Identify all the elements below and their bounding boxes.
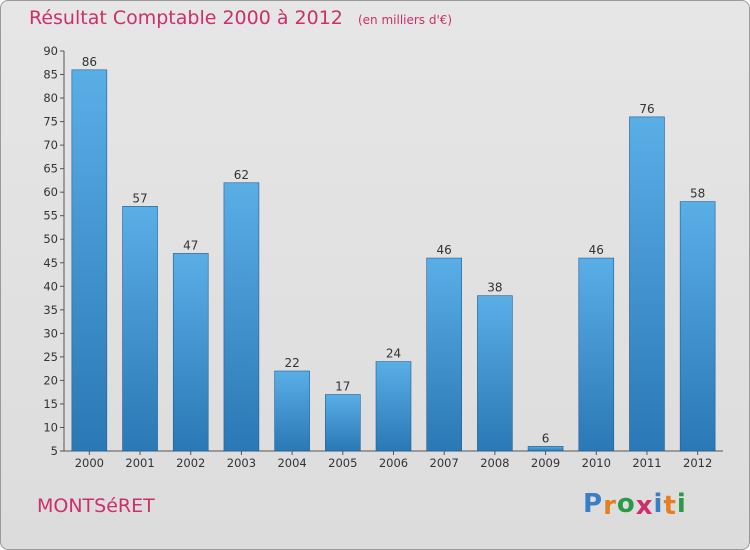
y-tick-label: 90 xyxy=(43,44,58,58)
bar-value-label: 6 xyxy=(542,431,550,445)
y-tick-label: 75 xyxy=(43,115,58,129)
y-tick-label: 70 xyxy=(43,138,58,152)
y-tick-label: 85 xyxy=(43,68,58,82)
bar xyxy=(71,69,108,452)
y-tick-label: 45 xyxy=(43,256,58,270)
x-tick-label: 2005 xyxy=(328,456,357,470)
bar-value-label: 46 xyxy=(589,243,604,257)
bar xyxy=(223,182,260,452)
bar-value-label: 57 xyxy=(132,191,147,205)
x-tick-label: 2011 xyxy=(632,456,661,470)
logo-letter: r xyxy=(603,491,617,521)
bar-value-label: 17 xyxy=(335,380,350,394)
bar xyxy=(679,201,716,452)
y-tick-label: 55 xyxy=(43,209,58,223)
y-tick-label: 35 xyxy=(43,303,58,317)
bar xyxy=(375,361,412,452)
y-tick-label: 60 xyxy=(43,185,58,199)
x-tick-label: 2010 xyxy=(582,456,611,470)
bar-value-label: 47 xyxy=(183,238,198,252)
bar xyxy=(527,445,564,452)
x-tick-label: 2008 xyxy=(480,456,509,470)
logo-letter: i xyxy=(653,489,664,519)
bar xyxy=(578,257,615,452)
y-tick-label: 25 xyxy=(43,350,58,364)
x-tick-label: 2002 xyxy=(176,456,205,470)
y-tick-label: 40 xyxy=(43,279,58,293)
y-tick-label: 20 xyxy=(43,373,58,387)
bar xyxy=(477,295,513,452)
y-tick-label: 50 xyxy=(43,232,58,246)
title-row: Résultat Comptable 2000 à 2012 (en milli… xyxy=(29,7,452,29)
x-tick-label: 2000 xyxy=(75,456,104,470)
bar xyxy=(274,370,310,452)
logo-letter: x xyxy=(635,491,654,521)
logo-letter: P xyxy=(583,489,604,519)
y-tick-label: 10 xyxy=(43,420,58,434)
bar-value-label: 58 xyxy=(690,187,705,201)
logo-letter: i xyxy=(676,489,687,519)
bar xyxy=(629,116,665,452)
x-tick-label: 2007 xyxy=(430,456,459,470)
y-tick-label: 5 xyxy=(51,444,58,458)
chart-subtitle: (en milliers d'€) xyxy=(357,13,453,27)
x-tick-label: 2001 xyxy=(125,456,154,470)
bar-value-label: 62 xyxy=(234,168,249,182)
x-tick-label: 2009 xyxy=(531,456,560,470)
y-tick-label: 65 xyxy=(43,162,58,176)
y-tick-label: 15 xyxy=(43,397,58,411)
x-tick-label: 2004 xyxy=(277,456,306,470)
proxiti-logo[interactable]: Proxiti xyxy=(583,489,687,521)
y-tick-label: 80 xyxy=(43,91,58,105)
bar-value-label: 86 xyxy=(82,55,97,69)
chart-title: Résultat Comptable 2000 à 2012 xyxy=(29,7,343,29)
bar-value-label: 76 xyxy=(639,102,654,116)
x-tick-label: 2012 xyxy=(683,456,712,470)
logo-letter: t xyxy=(663,491,677,521)
x-tick-label: 2006 xyxy=(379,456,408,470)
bar xyxy=(172,253,209,452)
bar-value-label: 22 xyxy=(284,356,299,370)
bar-value-label: 38 xyxy=(487,281,502,295)
x-tick-label: 2003 xyxy=(227,456,256,470)
bar-value-label: 24 xyxy=(386,347,401,361)
logo-letter: o xyxy=(616,489,636,519)
bar xyxy=(122,205,158,452)
commune-name: MONTSéRET xyxy=(37,495,155,517)
bar xyxy=(426,257,462,452)
bar-value-label: 46 xyxy=(437,243,452,257)
bar xyxy=(325,394,361,452)
y-tick-label: 30 xyxy=(43,326,58,340)
